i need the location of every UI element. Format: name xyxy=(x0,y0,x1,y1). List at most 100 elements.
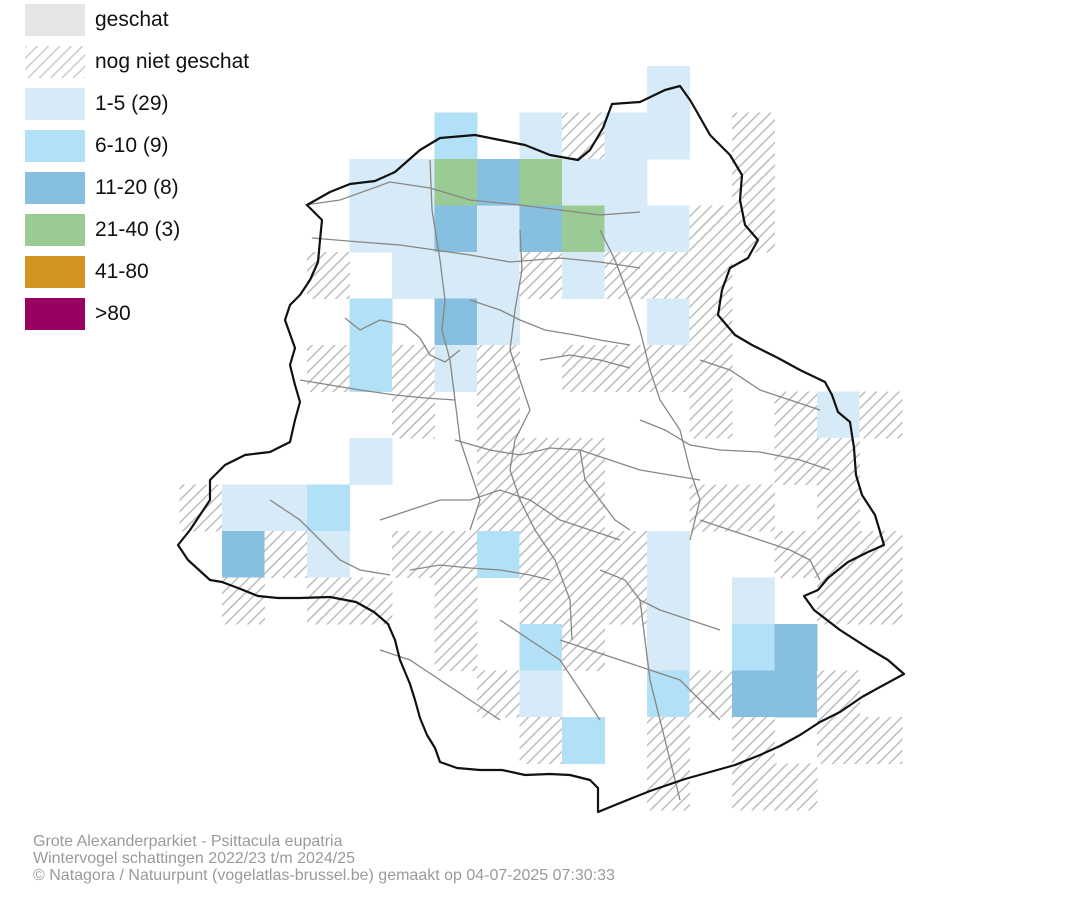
grid-cell-c1 xyxy=(647,624,690,671)
grid-cells xyxy=(179,66,903,811)
grid-cell-c4 xyxy=(434,159,478,206)
grid-cell-not-surveyed xyxy=(647,252,690,299)
legend-label: 21-40 (3) xyxy=(95,218,181,241)
grid-cell-c1 xyxy=(732,577,775,625)
grid-cell-not-surveyed xyxy=(689,391,733,439)
grid-cell-not-surveyed xyxy=(519,577,563,625)
grid-cell-c1 xyxy=(477,252,520,299)
footer-species: Grote Alexanderparkiet - Psittacula eupa… xyxy=(33,833,343,850)
grid-cell-c1 xyxy=(222,484,265,532)
grid-cell-not-surveyed xyxy=(817,717,860,764)
grid-cell-c2 xyxy=(477,531,520,578)
grid-cell-c1 xyxy=(434,252,478,299)
grid-cell-c1 xyxy=(392,159,435,206)
footer-period: Wintervogel schattingen 2022/23 t/m 2024… xyxy=(33,850,355,867)
grid-cell-not-surveyed xyxy=(562,577,605,625)
legend-label: 41-80 xyxy=(95,260,149,283)
municipality-borders xyxy=(269,159,831,801)
grid-cell-c1 xyxy=(392,252,435,299)
grid-cell-not-surveyed xyxy=(774,531,818,578)
grid-cell-not-surveyed xyxy=(562,345,605,392)
map-credits: Grote Alexanderparkiet - Psittacula eupa… xyxy=(33,833,615,884)
grid-cell-c1 xyxy=(647,577,690,625)
legend-swatch-1-5 xyxy=(25,88,85,120)
grid-cell-not-surveyed xyxy=(774,763,818,811)
grid-cell-not-surveyed xyxy=(477,670,520,718)
grid-cell-not-surveyed xyxy=(519,717,563,764)
legend-label: 11-20 (8) xyxy=(95,176,179,199)
footer-copyright: © Natagora / Natuurpunt (vogelatlas-brus… xyxy=(33,867,615,884)
grid-cell-not-surveyed xyxy=(562,438,605,485)
grid-cell-c3 xyxy=(774,670,818,718)
grid-cell-not-surveyed xyxy=(434,577,478,625)
grid-cell-not-surveyed xyxy=(307,577,350,625)
legend-swatch-over-80 xyxy=(25,298,85,330)
grid-cell-c3 xyxy=(434,205,478,253)
grid-cell-not-surveyed xyxy=(774,391,818,439)
grid-cell-c3 xyxy=(732,670,775,718)
grid-cell-not-surveyed xyxy=(859,391,903,439)
grid-cell-not-surveyed xyxy=(477,345,520,392)
grid-cell-c1 xyxy=(817,391,860,439)
grid-cell-not-surveyed xyxy=(774,438,818,485)
legend-swatch-hatch xyxy=(25,46,85,78)
grid-cell-not-surveyed xyxy=(434,624,478,671)
legend-swatch-41-80 xyxy=(25,256,85,288)
grid-cell-not-surveyed xyxy=(689,298,733,346)
grid-cell-not-surveyed xyxy=(859,577,903,625)
grid-cell-c1 xyxy=(264,484,308,532)
legend-label: >80 xyxy=(95,302,131,325)
grid-cell-not-surveyed xyxy=(689,205,733,253)
grid-cell-c1 xyxy=(349,438,393,485)
grid-cell-c2 xyxy=(307,484,350,532)
grid-cell-not-surveyed xyxy=(392,345,435,392)
legend-label: 1-5 (29) xyxy=(95,92,169,115)
grid-cell-not-surveyed xyxy=(817,484,860,532)
grid-cell-not-surveyed xyxy=(264,531,308,578)
grid-cell-not-surveyed xyxy=(859,531,903,578)
grid-cell-c4 xyxy=(519,159,563,206)
grid-cell-c1 xyxy=(434,345,478,392)
grid-cell-c1 xyxy=(349,205,393,253)
grid-cell-not-surveyed xyxy=(477,484,520,532)
grid-cell-c1 xyxy=(647,112,690,160)
grid-cell-c1 xyxy=(519,670,563,718)
grid-cell-not-surveyed xyxy=(562,484,605,532)
grid-cell-c1 xyxy=(562,159,605,206)
grid-cell-not-surveyed xyxy=(604,252,648,299)
grid-cell-not-surveyed xyxy=(689,670,733,718)
legend-label: 6-10 (9) xyxy=(95,134,169,157)
grid-cell-not-surveyed xyxy=(732,717,775,764)
legend-swatch-surveyed xyxy=(25,4,85,36)
grid-cell-c1 xyxy=(647,205,690,253)
legend-label: nog niet geschat xyxy=(95,50,250,73)
grid-cell-not-surveyed xyxy=(732,159,775,206)
grid-cell-not-surveyed xyxy=(519,438,563,485)
grid-cell-c1 xyxy=(477,205,520,253)
region-outline xyxy=(176,84,906,814)
grid-cell-c2 xyxy=(562,717,605,764)
grid-cell-not-surveyed xyxy=(307,252,350,299)
grid-cell-c1 xyxy=(477,298,520,346)
grid-cell-c3 xyxy=(434,298,478,346)
grid-cell-not-surveyed xyxy=(604,345,648,392)
grid-cell-c3 xyxy=(774,624,818,671)
legend-swatch-11-20 xyxy=(25,172,85,204)
legend-swatch-6-10 xyxy=(25,130,85,162)
grid-cell-not-surveyed xyxy=(434,531,478,578)
grid-cell-c2 xyxy=(732,624,775,671)
grid-cell-not-surveyed xyxy=(689,252,733,299)
grid-cell-not-surveyed xyxy=(732,484,775,532)
grid-cell-not-surveyed xyxy=(349,577,393,625)
grid-cell-not-surveyed xyxy=(647,345,690,392)
grid-cell-not-surveyed xyxy=(647,763,690,811)
grid-cell-c2 xyxy=(349,298,393,346)
grid-cell-not-surveyed xyxy=(392,391,435,439)
grid-cell-not-surveyed xyxy=(604,531,648,578)
grid-cell-c1 xyxy=(604,159,648,206)
grid-cell-not-surveyed xyxy=(732,112,775,160)
grid-cell-c1 xyxy=(604,112,648,160)
grid-cell-not-surveyed xyxy=(732,205,775,253)
grid-cell-not-surveyed xyxy=(689,484,733,532)
